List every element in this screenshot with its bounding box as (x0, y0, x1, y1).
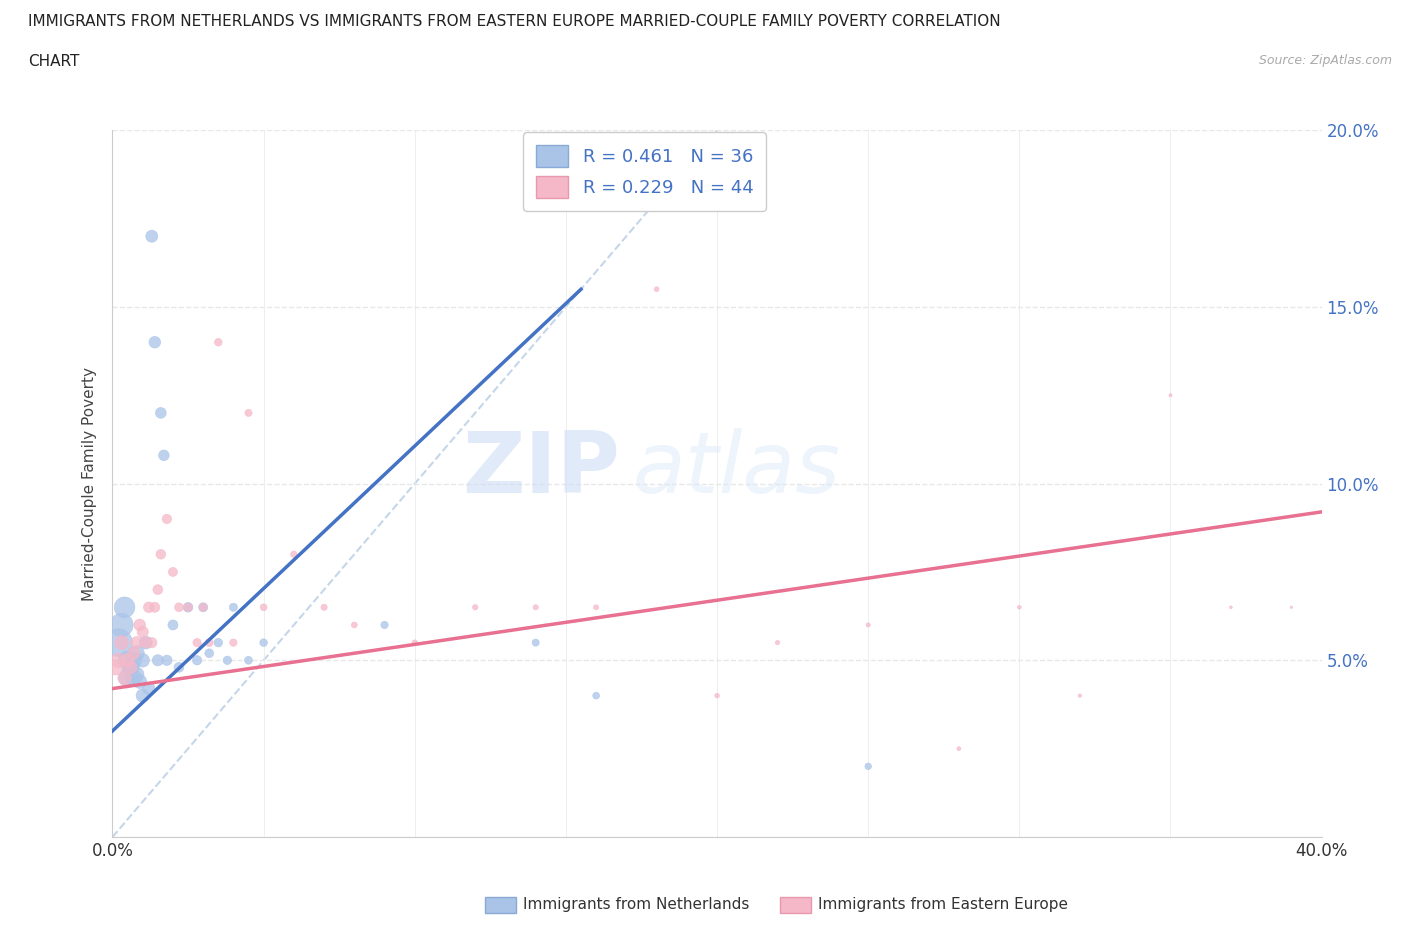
Point (856, 759, 880, 774)
Text: CHART: CHART (28, 54, 80, 69)
Point (856, 618, 880, 632)
Point (110, 635, 132, 650)
Point (149, 405, 172, 420)
Point (128, 618, 150, 632)
Point (198, 635, 221, 650)
Point (162, 565, 184, 579)
Point (149, 547, 172, 562)
Y-axis label: Married-Couple Family Poverty: Married-Couple Family Poverty (82, 366, 97, 601)
Point (141, 229, 163, 244)
Legend: R = 0.461   N = 36, R = 0.229   N = 44: R = 0.461 N = 36, R = 0.229 N = 44 (523, 132, 766, 210)
Point (177, 600, 200, 615)
Point (191, 600, 214, 615)
Point (645, 282, 668, 297)
Point (207, 335, 229, 350)
Point (283, 547, 305, 562)
Point (162, 618, 184, 632)
Point (107, 653, 129, 668)
Point (110, 618, 132, 632)
Point (186, 635, 208, 650)
Point (191, 600, 214, 615)
Point (128, 674, 150, 689)
Point (120, 660, 142, 675)
Point (167, 600, 190, 615)
Point (146, 582, 169, 597)
Point (117, 653, 139, 668)
Point (585, 688, 607, 703)
Point (138, 681, 160, 696)
Point (1279, 600, 1302, 615)
Point (132, 688, 155, 703)
Point (122, 671, 145, 685)
Point (146, 653, 169, 668)
Point (404, 635, 426, 650)
Point (138, 600, 160, 615)
Point (314, 600, 336, 615)
Point (1069, 688, 1091, 703)
Point (706, 688, 728, 703)
Point (766, 635, 789, 650)
Text: Source: ZipAtlas.com: Source: ZipAtlas.com (1258, 54, 1392, 67)
Point (117, 671, 139, 685)
Point (114, 671, 136, 685)
Point (122, 653, 145, 668)
Point (207, 635, 229, 650)
Point (253, 600, 276, 615)
Text: Immigrants from Eastern Europe: Immigrants from Eastern Europe (818, 897, 1069, 912)
Point (114, 600, 136, 615)
Point (125, 667, 148, 682)
Point (143, 600, 166, 615)
Point (217, 653, 239, 668)
Point (143, 335, 166, 350)
Point (1008, 600, 1031, 615)
Point (222, 600, 245, 615)
Point (1220, 600, 1243, 615)
Point (135, 635, 157, 650)
Point (141, 635, 163, 650)
Point (464, 600, 486, 615)
Point (524, 635, 547, 650)
Point (122, 645, 145, 660)
Point (104, 660, 127, 675)
Point (253, 635, 276, 650)
Point (107, 635, 129, 650)
Point (948, 741, 970, 756)
Point (198, 645, 221, 660)
Point (156, 512, 179, 526)
Point (238, 405, 260, 420)
Point (524, 600, 547, 615)
Point (222, 635, 245, 650)
Point (177, 600, 200, 615)
Point (343, 618, 366, 632)
Text: IMMIGRANTS FROM NETHERLANDS VS IMMIGRANTS FROM EASTERN EUROPE MARRIED-COUPLE FAM: IMMIGRANTS FROM NETHERLANDS VS IMMIGRANT… (28, 14, 1001, 29)
Point (238, 653, 260, 668)
Text: atlas: atlas (633, 428, 841, 511)
Point (117, 653, 139, 668)
Point (585, 600, 607, 615)
Point (153, 448, 176, 463)
Point (1159, 388, 1181, 403)
Point (125, 635, 148, 650)
Point (186, 653, 208, 668)
Point (120, 660, 142, 675)
Point (374, 618, 396, 632)
Text: Immigrants from Netherlands: Immigrants from Netherlands (523, 897, 749, 912)
Point (156, 653, 179, 668)
Point (132, 625, 155, 640)
Point (167, 660, 190, 675)
Point (132, 653, 155, 668)
Text: ZIP: ZIP (463, 428, 620, 511)
Point (125, 645, 148, 660)
Point (135, 635, 157, 650)
